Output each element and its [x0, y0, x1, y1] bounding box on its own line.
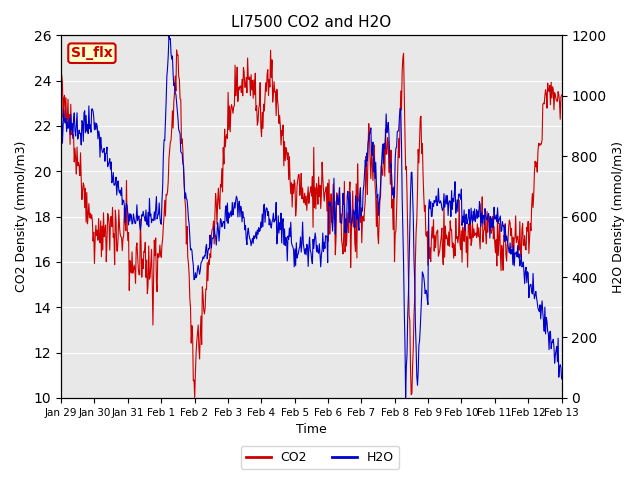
- Y-axis label: H2O Density (mmol/m3): H2O Density (mmol/m3): [612, 141, 625, 293]
- Text: SI_flx: SI_flx: [71, 46, 113, 60]
- X-axis label: Time: Time: [296, 423, 326, 436]
- Title: LI7500 CO2 and H2O: LI7500 CO2 and H2O: [231, 15, 392, 30]
- Legend: CO2, H2O: CO2, H2O: [241, 446, 399, 469]
- Y-axis label: CO2 Density (mmol/m3): CO2 Density (mmol/m3): [15, 141, 28, 292]
